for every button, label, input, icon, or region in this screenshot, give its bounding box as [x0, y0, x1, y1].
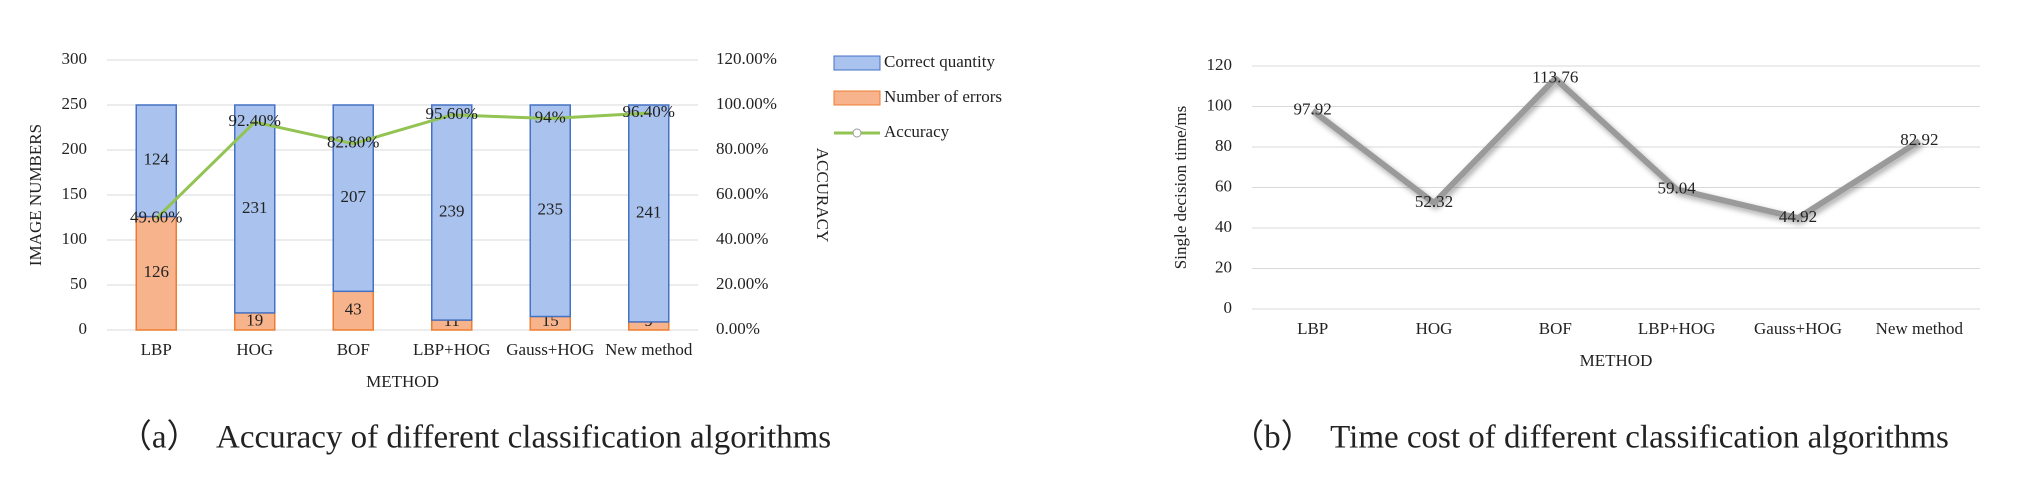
y2-axis-title: ACCURACY — [813, 148, 832, 242]
bar-segment — [332, 104, 374, 293]
y2-tick-label: 0.00% — [716, 319, 760, 338]
x-tick-label: LBP+HOG — [413, 340, 491, 359]
y-tick-label: 100 — [62, 229, 88, 248]
y2-tick-label: 100.00% — [716, 94, 777, 113]
y-tick-label: 80 — [1215, 136, 1232, 155]
legend-label: Accuracy — [884, 122, 950, 141]
x-tick-label: New method — [1876, 319, 1964, 338]
y2-tick-label: 60.00% — [716, 184, 768, 203]
bar-value-label: 126 — [144, 262, 170, 281]
legend-swatch — [833, 55, 881, 71]
y-tick-label: 0 — [1224, 298, 1233, 317]
bar-value-label: 43 — [345, 300, 362, 319]
legend-swatch — [833, 90, 881, 106]
x-tick-label: LBP — [141, 340, 172, 359]
y-axis-title: Single decision time/ms — [1171, 106, 1190, 269]
x-tick-label: Gauss+HOG — [1754, 319, 1842, 338]
point-label: 97.92 — [1294, 100, 1332, 119]
y-tick-label: 100 — [1207, 95, 1233, 114]
y-tick-label: 0 — [79, 319, 88, 338]
point-label: 92.40% — [229, 111, 281, 130]
y-tick-label: 250 — [62, 94, 88, 113]
bar-value-label: 231 — [242, 198, 268, 217]
x-axis-title: METHOD — [366, 372, 439, 391]
bar-segment — [529, 104, 571, 318]
bar-value-label: 124 — [144, 150, 170, 169]
legend-swatch — [852, 128, 862, 138]
y-tick-label: 120 — [1207, 55, 1233, 74]
point-label: 95.60% — [426, 104, 478, 123]
point-label: 82.80% — [327, 133, 379, 152]
x-tick-label: New method — [605, 340, 693, 359]
bar-segment — [628, 104, 670, 323]
bar-segment — [135, 215, 177, 331]
bar-segment — [431, 104, 473, 321]
bar-segment — [332, 290, 374, 331]
x-tick-label: BOF — [1539, 319, 1572, 338]
point-label: 96.40% — [623, 102, 675, 121]
point-label: 44.92 — [1779, 207, 1817, 226]
x-tick-label: BOF — [337, 340, 370, 359]
y-tick-label: 40 — [1215, 217, 1232, 236]
x-tick-label: HOG — [1416, 319, 1453, 338]
y-tick-label: 150 — [62, 184, 88, 203]
caption: （b） Time cost of different classificatio… — [1231, 420, 1949, 456]
y-tick-label: 200 — [62, 139, 88, 158]
x-tick-label: LBP+HOG — [1638, 319, 1716, 338]
y-axis-title: IMAGE NUMBERS — [26, 124, 45, 266]
x-axis-title: METHOD — [1580, 351, 1653, 370]
y2-tick-label: 40.00% — [716, 229, 768, 248]
y2-tick-label: 120.00% — [716, 49, 777, 68]
point-label: 59.04 — [1658, 178, 1697, 197]
bar-value-label: 241 — [636, 202, 662, 221]
line-series — [155, 111, 649, 220]
caption: （a） Accuracy of different classification… — [119, 420, 831, 456]
x-tick-label: LBP — [1297, 319, 1328, 338]
point-label: 49.60% — [130, 207, 182, 226]
bar-value-label: 235 — [538, 200, 564, 219]
x-tick-label: Gauss+HOG — [506, 340, 594, 359]
y-tick-label: 60 — [1215, 176, 1232, 195]
y-tick-label: 300 — [62, 49, 88, 68]
bar-segment — [135, 104, 177, 218]
bar-value-label: 207 — [341, 187, 367, 206]
y-tick-label: 50 — [70, 274, 87, 293]
bar-segment — [234, 104, 276, 314]
point-label: 52.32 — [1415, 192, 1453, 211]
line-series — [1310, 75, 1921, 222]
bar-value-label: 239 — [439, 201, 465, 220]
y2-tick-label: 20.00% — [716, 274, 768, 293]
bar-value-label: 19 — [246, 310, 263, 329]
legend-label: Number of errors — [884, 87, 1002, 106]
point-label: 113.76 — [1532, 68, 1578, 87]
y-tick-label: 20 — [1215, 257, 1232, 276]
x-tick-label: HOG — [236, 340, 273, 359]
y2-tick-label: 80.00% — [716, 139, 768, 158]
point-label: 82.92 — [1900, 130, 1938, 149]
legend-label: Correct quantity — [884, 52, 995, 71]
point-label: 94% — [535, 107, 566, 126]
